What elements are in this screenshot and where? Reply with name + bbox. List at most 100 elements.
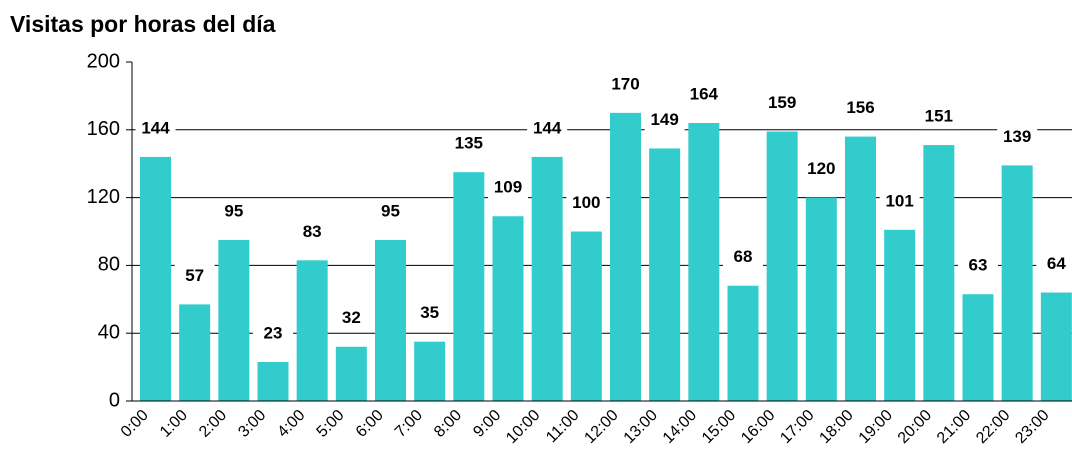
- data-label: 57: [185, 266, 204, 285]
- data-label: 100: [572, 193, 600, 212]
- x-tick-label: 9:00: [470, 407, 504, 441]
- data-label-bg: [292, 220, 333, 245]
- x-tick-label: 16:00: [738, 407, 778, 447]
- data-label-bg: [918, 105, 959, 130]
- bar: [140, 156, 171, 401]
- y-tick-label: 40: [98, 321, 120, 343]
- data-label-bg: [253, 322, 293, 347]
- bar: [805, 197, 837, 401]
- x-tick-label: 13:00: [621, 407, 661, 447]
- x-tick-label: 18:00: [816, 407, 856, 447]
- data-label: 164: [690, 85, 719, 104]
- x-tick-label: 6:00: [353, 407, 387, 441]
- data-label-bg: [958, 254, 998, 279]
- x-tick-label: 1:00: [157, 407, 191, 441]
- bar: [610, 112, 641, 401]
- bar: [218, 239, 250, 401]
- x-tick-label: 19:00: [856, 407, 896, 447]
- data-label: 144: [533, 118, 562, 137]
- x-tick-label: 23:00: [1012, 407, 1052, 447]
- data-label-bg: [644, 108, 685, 133]
- data-label-bg: [605, 72, 646, 97]
- data-label-bg: [566, 191, 607, 216]
- data-label-bg: [213, 199, 254, 224]
- bar: [531, 156, 563, 401]
- x-tick-label: 7:00: [392, 407, 426, 441]
- data-label-bg: [174, 264, 215, 289]
- data-label-bg: [879, 189, 920, 214]
- data-label: 144: [141, 118, 170, 137]
- x-tick-label: 22:00: [973, 407, 1013, 447]
- data-label: 170: [611, 74, 639, 93]
- x-tick-label: 15:00: [699, 407, 739, 447]
- bar: [492, 216, 524, 401]
- y-tick-label: 160: [87, 118, 120, 140]
- data-label-bg: [448, 132, 489, 157]
- chart-title: Visitas por horas del día: [10, 11, 276, 37]
- data-label-bg: [135, 116, 176, 141]
- data-label: 109: [494, 178, 522, 197]
- x-tick-label: 5:00: [314, 407, 348, 441]
- x-tick-label: 10:00: [503, 407, 543, 447]
- data-label-bg: [997, 125, 1038, 150]
- data-label-bg: [527, 116, 568, 141]
- data-label-bg: [723, 245, 763, 270]
- data-label: 156: [846, 98, 874, 117]
- bar: [884, 229, 916, 401]
- x-tick-label: 0:00: [118, 407, 152, 441]
- y-tick-label: 200: [87, 50, 120, 72]
- bar: [179, 304, 211, 401]
- data-label-bg: [409, 301, 450, 326]
- data-label: 95: [381, 201, 400, 220]
- data-label: 120: [807, 159, 835, 178]
- data-label: 151: [925, 107, 953, 126]
- data-label: 149: [650, 110, 678, 129]
- x-tick-label: 21:00: [934, 407, 974, 447]
- x-tick-label: 4:00: [274, 407, 308, 441]
- data-label: 139: [1003, 127, 1031, 146]
- x-tick-label: 8:00: [431, 407, 465, 441]
- bar: [570, 231, 602, 401]
- data-label: 64: [1047, 254, 1066, 273]
- x-tick-label: 20:00: [895, 407, 935, 447]
- bar: [962, 294, 994, 401]
- data-label-bg: [840, 96, 881, 121]
- bar: [414, 341, 446, 401]
- data-label: 101: [885, 191, 913, 210]
- data-label-bg: [801, 157, 842, 182]
- x-tick-label: 3:00: [235, 407, 269, 441]
- data-label-bg: [488, 176, 528, 201]
- data-label-bg: [370, 199, 411, 224]
- bar: [766, 131, 798, 401]
- bar: [453, 172, 485, 401]
- data-label: 32: [342, 308, 361, 327]
- data-label-bg: [762, 91, 803, 116]
- bar: [1040, 292, 1072, 401]
- data-label-bg: [331, 306, 372, 331]
- bar: [296, 260, 328, 401]
- x-tick-label: 2:00: [196, 407, 230, 441]
- data-label: 23: [264, 323, 283, 342]
- bar: [923, 145, 955, 401]
- data-label: 68: [734, 247, 753, 266]
- data-label: 135: [455, 134, 483, 153]
- data-label: 83: [303, 222, 322, 241]
- bar: [649, 148, 681, 401]
- data-label-bg: [683, 83, 724, 108]
- bar: [727, 285, 759, 401]
- data-label: 63: [969, 256, 988, 275]
- x-tick-label: 17:00: [777, 407, 817, 447]
- bar: [375, 239, 406, 401]
- y-tick-label: 0: [109, 389, 120, 411]
- y-tick-label: 80: [98, 254, 120, 276]
- data-label: 35: [420, 303, 439, 322]
- data-label-bg: [1036, 252, 1072, 277]
- x-tick-label: 11:00: [543, 407, 583, 447]
- bar: [335, 346, 367, 401]
- bar: [688, 123, 720, 402]
- y-tick-label: 120: [87, 186, 120, 208]
- bar: [1001, 165, 1033, 401]
- data-label: 95: [224, 201, 243, 220]
- bar: [845, 136, 876, 401]
